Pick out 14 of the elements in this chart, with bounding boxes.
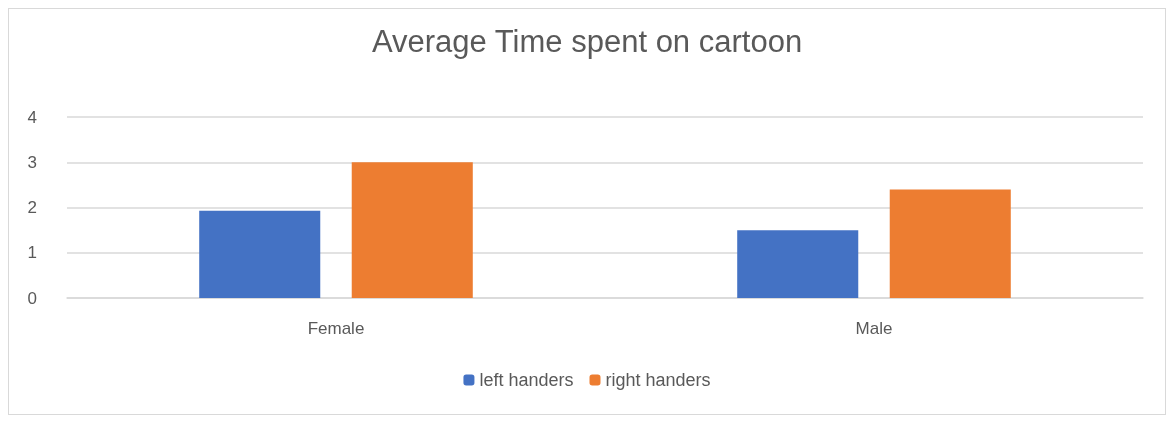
bar xyxy=(199,210,321,298)
x-tick-label: Male xyxy=(855,319,893,338)
bar xyxy=(351,162,473,298)
y-tick-label: 3 xyxy=(27,152,37,172)
bar xyxy=(737,230,859,298)
bar xyxy=(889,189,1011,298)
y-tick-label: 4 xyxy=(27,107,37,127)
y-tick-label: 0 xyxy=(27,288,37,308)
x-tick-label: Female xyxy=(307,319,365,338)
legend-label: right handers xyxy=(605,370,711,390)
y-tick-label: 2 xyxy=(27,198,37,217)
legend-label: left handers xyxy=(479,370,574,390)
y-tick-label: 1 xyxy=(27,243,37,263)
chart-title: Average Time spent on cartoon xyxy=(371,24,803,59)
